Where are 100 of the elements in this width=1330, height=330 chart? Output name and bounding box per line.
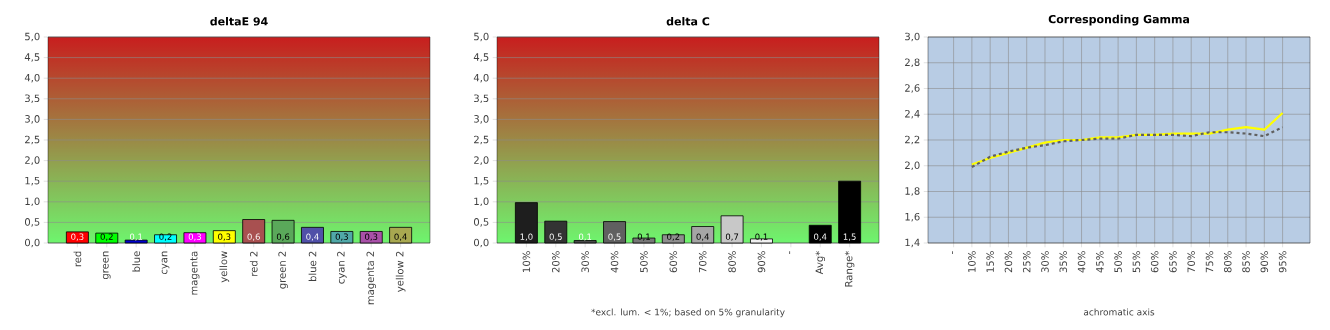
data-label: 0,1 bbox=[755, 233, 768, 241]
x-tick-label: yellow bbox=[219, 251, 230, 283]
y-tick-label: 1,4 bbox=[905, 238, 920, 248]
x-tick-label: red bbox=[73, 251, 82, 267]
x-tick-label: - bbox=[952, 251, 953, 254]
data-label: 0,4 bbox=[306, 233, 319, 241]
x-tick-label: 60% bbox=[669, 251, 678, 273]
x-tick-label: green 2 bbox=[278, 251, 288, 289]
x-tick-label: blue 2 bbox=[308, 251, 317, 282]
y-tick-label: 0,5 bbox=[473, 218, 489, 227]
y-tick-label: 1,5 bbox=[25, 176, 40, 186]
x-tick-label: 50% bbox=[640, 251, 648, 273]
x-tick-label: 70% bbox=[698, 251, 707, 273]
y-tick-label: 1,0 bbox=[25, 197, 40, 207]
data-label: 0,5 bbox=[549, 233, 562, 241]
y-tick-label: 2,6 bbox=[905, 84, 920, 93]
x-tick-label: 65% bbox=[1169, 251, 1177, 273]
x-tick-label: 80% bbox=[1223, 251, 1232, 273]
x-tick-label: cyan 2 bbox=[337, 251, 347, 284]
data-label: 0,7 bbox=[725, 233, 739, 241]
x-tick-label: 40% bbox=[1077, 251, 1086, 273]
x-tick-label: 95% bbox=[1278, 251, 1287, 273]
x-tick-label: 90% bbox=[1260, 251, 1269, 273]
x-tick-label: 70% bbox=[1187, 251, 1195, 273]
data-label: 0,3 bbox=[335, 233, 348, 241]
data-label: 0,4 bbox=[394, 233, 407, 241]
data-label: 0,4 bbox=[814, 233, 827, 241]
y-tick-label: 2,0 bbox=[25, 156, 40, 165]
x-tick-label: - bbox=[789, 251, 791, 254]
y-tick-label: 2,8 bbox=[905, 58, 920, 68]
y-tick-label: 1,0 bbox=[474, 197, 489, 207]
x-tick-label: 45% bbox=[1096, 251, 1104, 273]
data-label: 0,2 bbox=[159, 233, 172, 241]
x-tick-label: magenta 2 bbox=[366, 251, 376, 305]
x-tick-label: 55% bbox=[1132, 251, 1141, 273]
y-tick-label: 0,0 bbox=[24, 238, 40, 248]
data-label: 0,2 bbox=[100, 233, 113, 241]
x-tick-label: 20% bbox=[551, 251, 560, 273]
x-axis-title: achromatic axis bbox=[1083, 308, 1155, 316]
y-tick-label: 3,0 bbox=[25, 115, 40, 124]
data-label: 0,1 bbox=[578, 233, 592, 241]
chart-title: delta C bbox=[666, 16, 710, 26]
x-tick-label: yellow 2 bbox=[395, 251, 406, 292]
x-tick-label: 10% bbox=[968, 251, 976, 272]
data-label: 0,3 bbox=[365, 233, 378, 241]
x-tick-label: 35% bbox=[1059, 251, 1068, 273]
data-label: 0,4 bbox=[696, 233, 709, 241]
x-tick-label: cyan bbox=[161, 251, 170, 275]
text: *excl. lum. < 1%; based on 5% granularity bbox=[591, 308, 785, 318]
y-tick-label: 3,5 bbox=[25, 94, 40, 104]
y-tick-label: 4,5 bbox=[473, 53, 489, 62]
x-tick-label: Avg* bbox=[815, 251, 825, 275]
y-tick-label: 0,5 bbox=[24, 218, 40, 227]
x-tick-label: 10% bbox=[522, 251, 531, 272]
data-label: 0,5 bbox=[608, 233, 621, 241]
y-tick-label: 2,0 bbox=[905, 161, 920, 171]
x-tick-label: 15% bbox=[986, 251, 994, 272]
y-tick-label: 3,0 bbox=[905, 32, 920, 42]
x-tick-label: blue bbox=[132, 251, 141, 272]
y-tick-label: 5,0 bbox=[474, 32, 489, 42]
y-tick-label: 2,0 bbox=[474, 156, 489, 165]
y-tick-label: 0,0 bbox=[473, 238, 489, 248]
data-label: 0,3 bbox=[218, 233, 231, 241]
x-tick-label: 30% bbox=[1041, 251, 1049, 273]
x-tick-label: 80% bbox=[728, 251, 736, 273]
data-label: 0,6 bbox=[276, 233, 290, 241]
x-tick-label: Range* bbox=[844, 251, 855, 287]
x-tick-label: 60% bbox=[1150, 251, 1159, 273]
x-tick-label: 25% bbox=[1022, 251, 1031, 273]
chart-title: deltaE 94 bbox=[210, 16, 268, 26]
y-tick-label: 1,5 bbox=[474, 176, 489, 186]
data-label: 0,2 bbox=[667, 233, 680, 241]
data-label: 0,3 bbox=[71, 233, 84, 241]
y-tick-label: 2,2 bbox=[905, 135, 920, 145]
y-tick-label: 4,0 bbox=[24, 73, 40, 83]
data-label: 0,6 bbox=[247, 233, 260, 241]
data-label: 0,1 bbox=[129, 233, 143, 241]
x-tick-label: 50% bbox=[1114, 251, 1122, 273]
x-tick-label: 20% bbox=[1004, 251, 1013, 273]
x-tick-label: 40% bbox=[610, 251, 619, 273]
y-tick-label: 5,0 bbox=[25, 32, 40, 42]
y-tick-label: 1,6 bbox=[905, 212, 920, 222]
x-tick-label: 90% bbox=[757, 251, 766, 273]
data-label: 1,0 bbox=[520, 233, 533, 241]
y-tick-label: 2,5 bbox=[474, 135, 489, 145]
y-tick-label: 2,4 bbox=[905, 109, 920, 119]
x-tick-label: 85% bbox=[1242, 251, 1250, 273]
y-tick-label: 4,5 bbox=[24, 53, 40, 62]
x-tick-label: red 2 bbox=[249, 251, 258, 276]
x-tick-label: 75% bbox=[1205, 251, 1214, 273]
y-tick-label: 1,8 bbox=[905, 187, 920, 196]
chart-title: Corresponding Gamma bbox=[1048, 14, 1190, 26]
data-label: 0,1 bbox=[637, 233, 650, 241]
data-label: 0,3 bbox=[188, 233, 202, 241]
y-tick-label: 2,5 bbox=[25, 135, 40, 145]
y-tick-label: 3,5 bbox=[474, 94, 489, 104]
x-tick-label: 30% bbox=[581, 251, 589, 273]
y-tick-label: 4,0 bbox=[473, 73, 489, 83]
x-tick-label: green bbox=[102, 251, 111, 280]
y-tick-label: 3,0 bbox=[474, 115, 489, 124]
